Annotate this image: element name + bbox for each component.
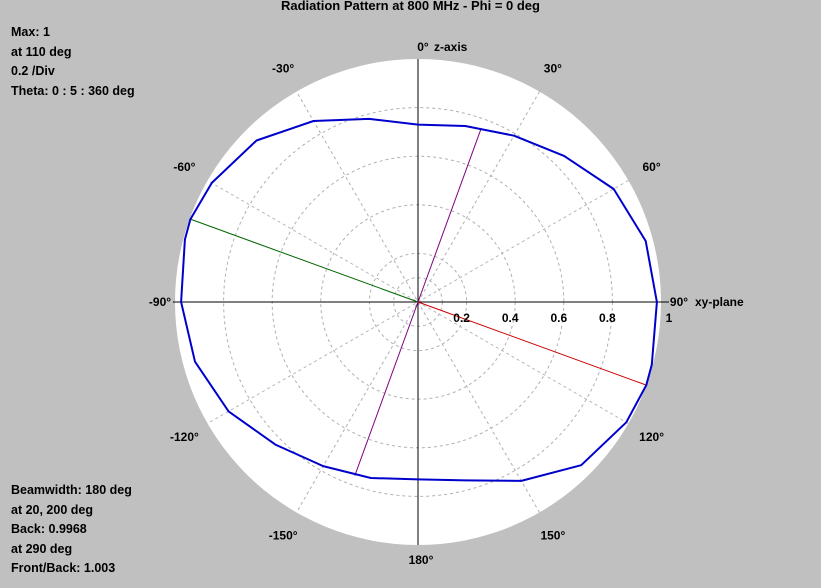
max-marker-line xyxy=(417,301,647,386)
angle-tick-label: 150° xyxy=(540,529,565,543)
angle-tick-label: 0° xyxy=(417,40,429,54)
z-axis-label: z-axis xyxy=(434,40,468,54)
angle-tick-label: -60° xyxy=(173,160,195,174)
angle-tick-label: 120° xyxy=(639,430,664,444)
max-angle: at 110 deg xyxy=(11,44,72,59)
division-scale: 0.2 /Div xyxy=(11,64,55,79)
info-bottom-panel: Beamwidth: 180 deg at 20, 200 deg Back: … xyxy=(11,481,132,579)
angle-tick-label: 30° xyxy=(544,61,562,75)
xy-plane-label: xy-plane xyxy=(695,295,744,309)
radial-tick-label: 1 xyxy=(666,311,673,325)
angle-tick-label: 60° xyxy=(643,160,661,174)
angle-tick-label: -90° xyxy=(149,295,171,309)
back-angle: at 290 deg xyxy=(11,541,73,556)
marker-lines xyxy=(190,128,647,476)
chart-title: Radiation Pattern at 800 MHz - Phi = 0 d… xyxy=(281,0,540,13)
beamwidth-angles: at 20, 200 deg xyxy=(11,502,93,517)
angle-tick-label: 90° xyxy=(670,295,688,309)
angle-tick-label: 180° xyxy=(409,553,434,567)
radial-labels: 0.2 0.4 0.6 0.8 1 xyxy=(453,311,672,325)
angle-labels: 0° 30° 60° 90° 120° 150° 180° -150° -120° -90° -60… xyxy=(149,40,688,567)
beamwidth-value: Beamwidth: 180 deg xyxy=(11,483,132,497)
radial-tick-label: 0.4 xyxy=(502,311,519,325)
radial-tick-label: 0.6 xyxy=(550,311,567,325)
max-value: Max: 1 xyxy=(11,25,50,39)
beamwidth-marker-line xyxy=(354,301,419,476)
info-top-panel: Max: 1 at 110 deg 0.2 /Div Theta: 0 : 5 … xyxy=(11,23,135,101)
beamwidth-marker-line xyxy=(417,128,482,303)
back-marker-line xyxy=(190,218,419,303)
front-back-ratio: Front/Back: 1.003 xyxy=(11,561,116,576)
pattern-series xyxy=(180,117,658,482)
radial-tick-label: 0.2 xyxy=(453,311,470,325)
angle-tick-label: -120° xyxy=(170,430,199,444)
theta-range: Theta: 0 : 5 : 360 deg xyxy=(11,83,135,98)
radial-tick-label: 0.8 xyxy=(599,311,616,325)
back-value: Back: 0.9968 xyxy=(11,522,87,537)
angle-tick-label: -150° xyxy=(269,529,298,543)
angle-tick-label: -30° xyxy=(272,61,294,75)
